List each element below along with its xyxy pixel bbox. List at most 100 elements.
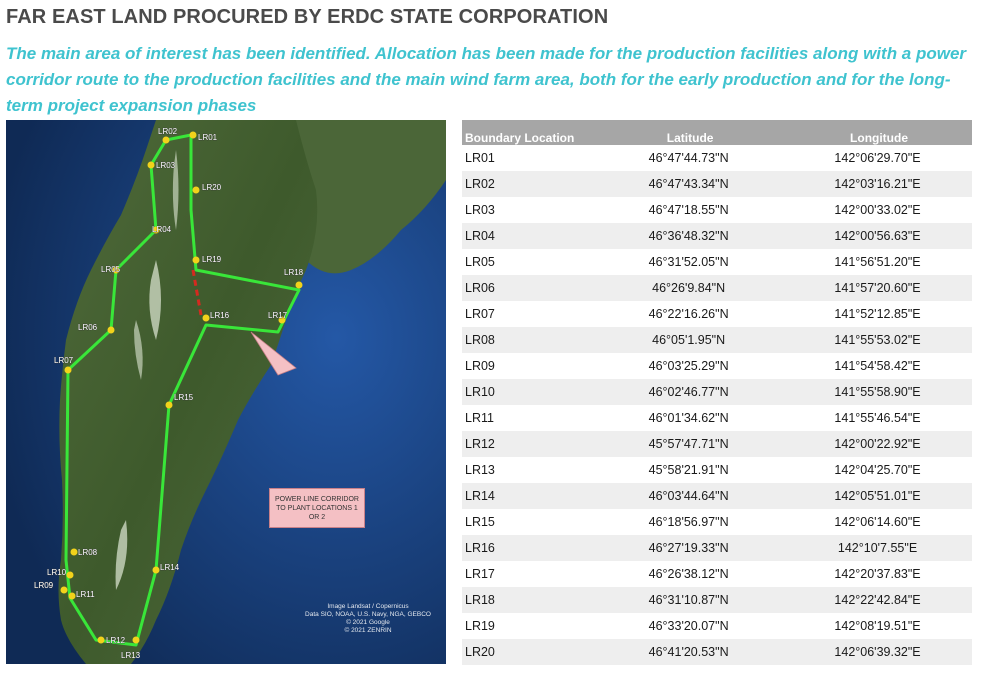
marker-label: LR18 [284, 268, 304, 277]
cell-latitude: 46°26'9.84"N [594, 275, 784, 301]
marker-label: LR05 [101, 265, 121, 274]
cell-boundary-location: LR04 [462, 223, 595, 249]
cell-boundary-location: LR11 [465, 411, 494, 425]
cell-longitude: 141°55'58.90"E [783, 379, 972, 405]
table-row: LR04 46°36'48.32"N 142°00'56.63"E [462, 223, 972, 249]
boundary-markers [60, 131, 303, 644]
cell-boundary-location: LR03 [465, 203, 495, 217]
marker-label: LR17 [268, 311, 288, 320]
cell-longitude: 142°06'14.60"E [834, 515, 921, 529]
credit-line: Image Landsat / Copernicus [327, 603, 409, 610]
cell-boundary-location: LR12 [462, 431, 595, 457]
marker-lr02 [162, 136, 170, 144]
cell-longitude: 142°00'56.63"E [783, 223, 972, 249]
table-row: LR20 46°41'20.53"N 142°06'39.32"E [462, 639, 972, 665]
cell-boundary-location: LR17 [465, 567, 495, 581]
marker-lr09 [60, 586, 68, 594]
cell-boundary-location: LR10 [462, 379, 595, 405]
marker-label: LR04 [152, 225, 172, 234]
cell-latitude: 46°31'10.87"N [594, 587, 784, 613]
marker-label: LR07 [54, 356, 74, 365]
cell-latitude: 46°36'48.32"N [594, 223, 784, 249]
cell-longitude: 142°08'19.51"E [834, 619, 921, 633]
cell-latitude: 46°27'19.33"N [594, 535, 784, 561]
marker-label: LR02 [158, 127, 178, 136]
cell-latitude: 46°47'18.55"N [648, 203, 729, 217]
marker-label: LR01 [198, 133, 218, 142]
cell-latitude: 46°05'1.95"N [594, 327, 784, 353]
table-row: LR05 46°31'52.05"N 141°56'51.20"E [462, 249, 972, 275]
cell-boundary-location: LR01 [465, 151, 495, 165]
marker-lr10 [66, 571, 74, 579]
cell-latitude: 46°03'44.64"N [594, 483, 784, 509]
table-row: LR18 46°31'10.87"N 142°22'42.84"E [462, 587, 972, 613]
cell-boundary-location: LR16 [462, 535, 595, 561]
cell-latitude: 46°47'43.34"N [594, 171, 784, 197]
table-row: LR10 46°02'46.77"N 141°55'58.90"E [462, 379, 972, 405]
cell-latitude: 46°47'44.73"N [648, 151, 729, 165]
marker-label: LR19 [202, 255, 222, 264]
column-header-latitude: Latitude [594, 120, 784, 145]
marker-lr14 [152, 566, 160, 574]
table-row: LR14 46°03'44.64"N 142°05'51.01"E [462, 483, 972, 509]
marker-label: LR11 [76, 590, 95, 599]
cell-boundary-location: LR14 [462, 483, 595, 509]
marker-lr17 [278, 316, 286, 324]
cell-longitude: 141°52'12.85"E [834, 307, 921, 321]
cell-longitude: 141°54'58.42"E [834, 359, 921, 373]
table-row: LR12 45°57'47.71"N 142°00'22.92"E [462, 431, 972, 457]
cell-longitude: 142°05'51.01"E [783, 483, 972, 509]
marker-label: LR15 [174, 393, 194, 402]
marker-label: LR13 [121, 651, 141, 660]
table-row: LR11 46°01'34.62"N 141°55'46.54"E [462, 405, 972, 431]
cell-latitude: 46°41'20.53"N [594, 639, 784, 665]
page-subtitle: The main area of interest has been ident… [6, 44, 967, 115]
marker-label: LR12 [106, 636, 126, 645]
cell-latitude: 46°02'46.77"N [594, 379, 784, 405]
terrain-streak [172, 150, 179, 230]
cell-longitude: 142°03'16.21"E [783, 171, 972, 197]
column-header-longitude: Longitude [783, 120, 972, 145]
cell-longitude: 141°55'46.54"E [834, 411, 921, 425]
marker-lr01 [189, 131, 197, 139]
mainland-area [276, 120, 446, 274]
marker-lr11 [68, 592, 76, 600]
marker-label: LR16 [210, 311, 230, 320]
credit-line: © 2021 ZENRIN [344, 627, 392, 634]
terrain-streak [149, 260, 161, 340]
cell-boundary-location: LR02 [462, 171, 595, 197]
marker-label: LR06 [78, 323, 98, 332]
cell-latitude: 46°26'38.12"N [648, 567, 729, 581]
marker-lr19 [192, 256, 200, 264]
table-row: LR16 46°27'19.33"N 142°10'7.55"E [462, 535, 972, 561]
cell-latitude: 46°33'20.07"N [648, 619, 729, 633]
power-line-callout: POWER LINE CORRIDOR TO PLANT LOCATIONS 1… [269, 488, 365, 528]
marker-lr20 [192, 186, 200, 194]
cell-boundary-location: LR20 [462, 639, 595, 665]
marker-label: LR10 [47, 568, 67, 577]
cell-longitude: 142°10'7.55"E [783, 535, 972, 561]
satellite-map: LR01 LR02 LR03 LR04 LR05 LR06 LR07 LR08 … [6, 120, 446, 664]
table-row: LR06 46°26'9.84"N 141°57'20.60"E [462, 275, 972, 301]
boundary-coordinates-table: Boundary Location Latitude Longitude LR0… [462, 120, 972, 665]
map-credits: Image Landsat / Copernicus Data SIO, NOA… [288, 603, 446, 635]
cell-latitude: 46°01'34.62"N [648, 411, 729, 425]
column-header-boundary-location: Boundary Location [462, 120, 595, 145]
cell-latitude: 45°57'47.71"N [594, 431, 784, 457]
table-row: LR03 46°47'18.55"N 142°00'33.02"E [462, 197, 972, 223]
terrain-streak [134, 320, 143, 380]
callout-pointer [250, 331, 297, 376]
table-row: LR09 46°03'25.29"N 141°54'58.42"E [462, 353, 972, 379]
marker-labels: LR01 LR02 LR03 LR04 LR05 LR06 LR07 LR08 … [34, 127, 304, 661]
power-corridor-line [191, 269, 203, 316]
cell-longitude: 142°20'37.83"E [834, 567, 921, 581]
cell-longitude: 141°55'53.02"E [783, 327, 972, 353]
cell-longitude: 142°04'25.70"E [834, 463, 921, 477]
marker-label: LR14 [160, 563, 180, 572]
credit-line: Data SIO, NOAA, U.S. Navy, NGA, GEBCO [305, 611, 431, 618]
table-body: LR01 46°47'44.73"N 142°06'29.70"E LR02 46°47… [462, 145, 972, 665]
cell-latitude: 46°03'25.29"N [648, 359, 729, 373]
credit-line: © 2021 Google [346, 619, 390, 626]
cell-longitude: 142°06'39.32"E [783, 639, 972, 665]
marker-label: LR20 [202, 183, 222, 192]
